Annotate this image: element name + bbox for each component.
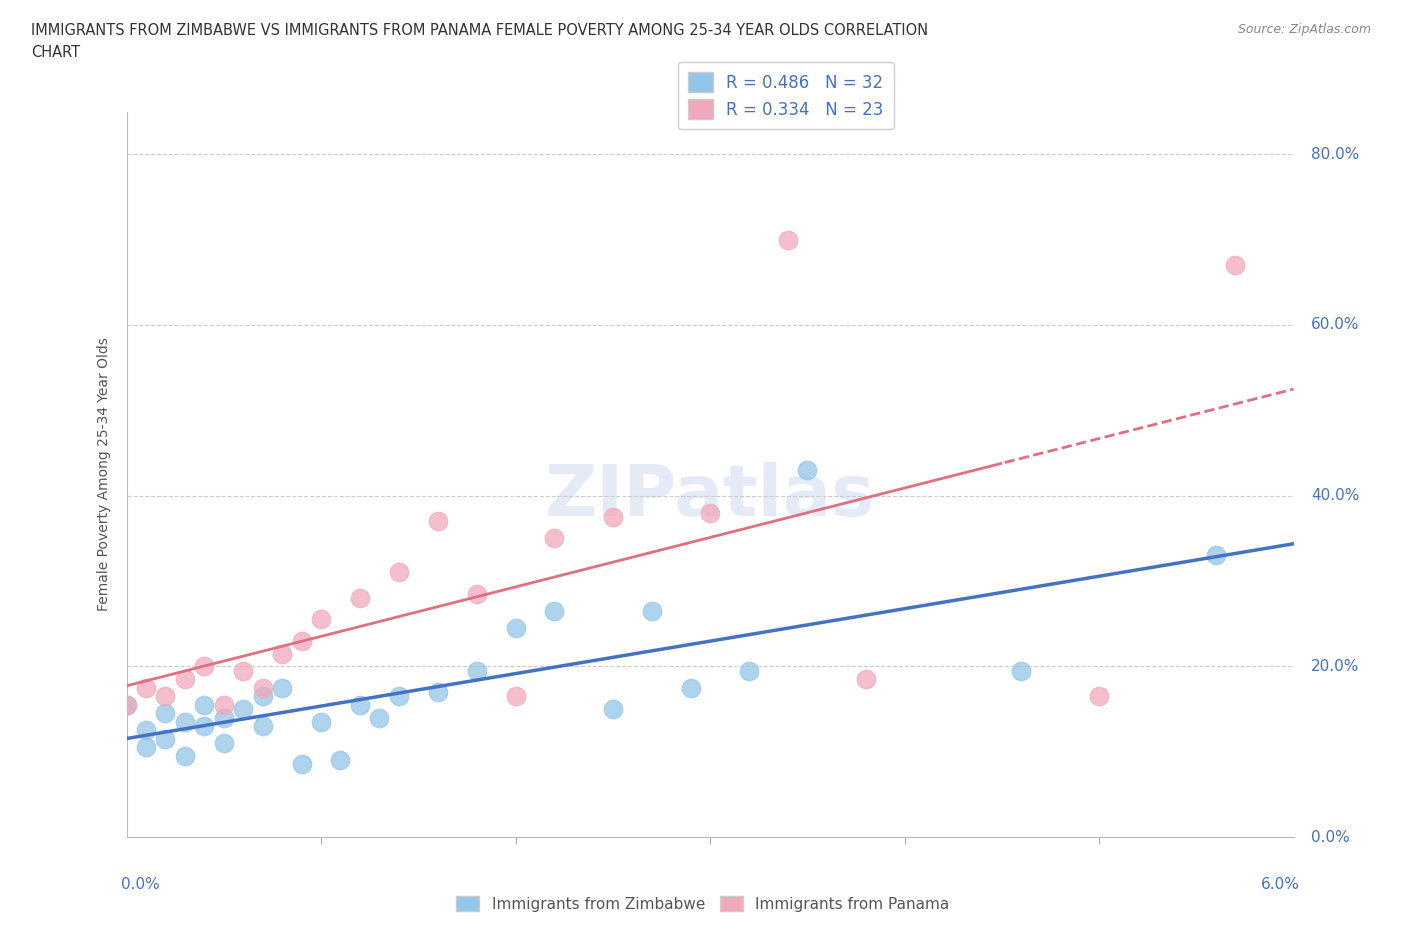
Text: 0.0%: 0.0% [121,877,159,892]
Point [641,604,664,618]
Point [776,232,799,247]
Text: 0.0%: 0.0% [1310,830,1350,844]
Text: 80.0%: 80.0% [1310,147,1360,162]
Point [426,684,449,699]
Point [155,689,177,704]
Text: 60.0%: 60.0% [1310,317,1360,332]
Text: ZIPatlas: ZIPatlas [546,461,875,530]
Point [699,505,721,520]
Point [329,752,352,767]
Text: Source: ZipAtlas.com: Source: ZipAtlas.com [1237,23,1371,36]
Text: CHART: CHART [31,45,80,60]
Point [155,731,177,746]
Point [174,671,197,686]
Legend: Immigrants from Zimbabwe, Immigrants from Panama: Immigrants from Zimbabwe, Immigrants fro… [450,889,956,918]
Point [212,736,235,751]
Point [212,698,235,712]
Point [174,749,197,764]
Point [543,531,565,546]
Point [193,719,215,734]
Point [271,646,294,661]
Point [349,698,371,712]
Point [135,680,157,695]
Point [252,689,274,704]
Point [679,680,702,695]
Point [232,663,254,678]
Point [855,671,877,686]
Point [505,620,527,635]
Text: 6.0%: 6.0% [1261,877,1299,892]
Point [388,689,411,704]
Point [543,604,565,618]
Y-axis label: Female Poverty Among 25-34 Year Olds: Female Poverty Among 25-34 Year Olds [97,338,111,611]
Point [290,757,312,772]
Legend: R = 0.486   N = 32, R = 0.334   N = 23: R = 0.486 N = 32, R = 0.334 N = 23 [678,62,894,129]
Point [426,513,449,528]
Point [1205,548,1227,563]
Point [1088,689,1111,704]
Point [252,719,274,734]
Point [232,701,254,716]
Point [212,711,235,725]
Point [465,586,488,601]
Point [465,663,488,678]
Point [135,723,157,737]
Point [155,706,177,721]
Text: 40.0%: 40.0% [1310,488,1360,503]
Point [174,714,197,729]
Point [349,591,371,605]
Point [602,701,624,716]
Text: 20.0%: 20.0% [1310,658,1360,674]
Point [388,565,411,580]
Text: IMMIGRANTS FROM ZIMBABWE VS IMMIGRANTS FROM PANAMA FEMALE POVERTY AMONG 25-34 YE: IMMIGRANTS FROM ZIMBABWE VS IMMIGRANTS F… [31,23,928,38]
Point [115,698,138,712]
Point [309,612,332,627]
Point [1223,258,1247,272]
Point [252,680,274,695]
Point [309,714,332,729]
Point [738,663,761,678]
Point [193,658,215,673]
Point [368,711,391,725]
Point [796,462,818,477]
Point [115,698,138,712]
Point [290,633,312,648]
Point [271,680,294,695]
Point [505,689,527,704]
Point [602,510,624,525]
Point [135,740,157,755]
Point [1010,663,1032,678]
Point [193,698,215,712]
